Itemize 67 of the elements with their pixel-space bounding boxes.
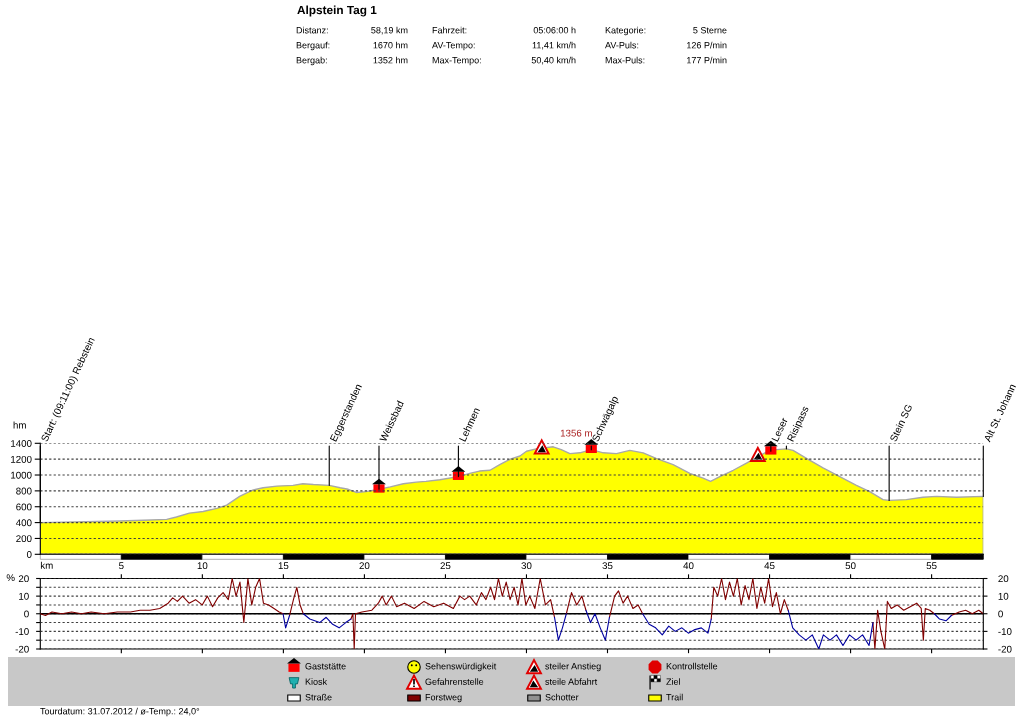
- x-tick-label: 15: [278, 562, 289, 570]
- x-tick-label: 20: [359, 562, 370, 570]
- text: 58,19 km: [371, 26, 408, 35]
- y-tick-label: 10: [19, 592, 29, 600]
- text: Max-Puls:: [605, 56, 645, 64]
- text: Fahrzeit:: [432, 26, 467, 34]
- y-tick-label: 0: [26, 551, 32, 558]
- y-axis-title: %: [6, 574, 15, 582]
- text: Max-Tempo:: [432, 57, 481, 66]
- y-tick-label: 1200: [11, 455, 32, 463]
- text: Kiosk: [305, 678, 328, 685]
- text: Kategorie:: [605, 26, 646, 36]
- text: Schotter: [545, 693, 579, 701]
- text: Sehenswürdigkeit: [425, 662, 497, 672]
- annotation: Leser: [771, 417, 788, 442]
- text: Alpstein Tag 1: [297, 5, 377, 17]
- text: 1352 hm: [373, 56, 408, 64]
- x-tick-label: 40: [683, 562, 694, 570]
- y-tick-label: 20: [18, 575, 29, 583]
- y2-tick-label: -10: [998, 628, 1012, 635]
- text: Forstweg: [425, 694, 462, 703]
- y2-tick-label: 20: [998, 575, 1009, 583]
- x-tick-label: 30: [521, 562, 532, 570]
- y-tick-label: 600: [16, 503, 32, 511]
- y-tick-label: -20: [15, 645, 29, 653]
- y-tick-label: 0: [24, 610, 29, 618]
- text: AV-Tempo:: [432, 42, 475, 51]
- x-tick-label: 55: [926, 562, 937, 570]
- annotation: 1356 m: [560, 429, 592, 437]
- text: 126 P/min: [687, 41, 727, 49]
- x-tick-label: 35: [602, 562, 613, 570]
- text: Trail: [666, 693, 683, 701]
- y2-tick-label: 10: [998, 592, 1009, 600]
- y2-tick-label: -20: [998, 645, 1012, 653]
- text: Gaststätte: [305, 663, 346, 670]
- y-tick-label: -10: [15, 628, 29, 635]
- y-tick-label: 1400: [11, 440, 32, 447]
- text: Bergab:: [296, 56, 327, 66]
- x-tick-label: 5: [119, 562, 124, 570]
- x-tick-label: 50: [845, 562, 856, 570]
- x-tick-label: 25: [440, 562, 451, 570]
- annotation: Stein SG: [889, 403, 913, 443]
- y2-tick-label: 0: [998, 610, 1003, 618]
- text: Bergauf:: [296, 41, 330, 51]
- x-axis-title: km: [40, 561, 53, 569]
- text: 50,40 km/h: [531, 56, 576, 65]
- y-tick-label: 1000: [11, 471, 32, 479]
- x-tick-label: 10: [197, 562, 208, 570]
- y-tick-label: 200: [16, 535, 32, 543]
- text: 11,41 km/h: [532, 41, 576, 50]
- text: Gefahrenstelle: [425, 678, 484, 685]
- text: 177 P/min: [687, 56, 727, 64]
- x-tick-label: 45: [764, 562, 775, 570]
- y-tick-label: 400: [15, 519, 32, 527]
- text: Straße: [305, 693, 332, 701]
- text: Tourdatum: 31.07.2012 / ø-Temp.: 24,0°: [40, 707, 200, 717]
- text: Ziel: [666, 678, 680, 685]
- text: 5 Sterne: [693, 27, 727, 34]
- y-tick-label: 800: [16, 487, 32, 495]
- text: Kontrollstelle: [666, 662, 718, 670]
- text: steile Abfahrt: [545, 678, 598, 685]
- text: steiler Anstieg: [545, 662, 601, 672]
- y-axis-title: hm: [13, 421, 26, 429]
- text: AV-Puls:: [605, 41, 639, 49]
- text: Distanz:: [296, 26, 328, 34]
- text: 05:06:00 h: [533, 26, 576, 34]
- text: 1670 hm: [373, 41, 408, 49]
